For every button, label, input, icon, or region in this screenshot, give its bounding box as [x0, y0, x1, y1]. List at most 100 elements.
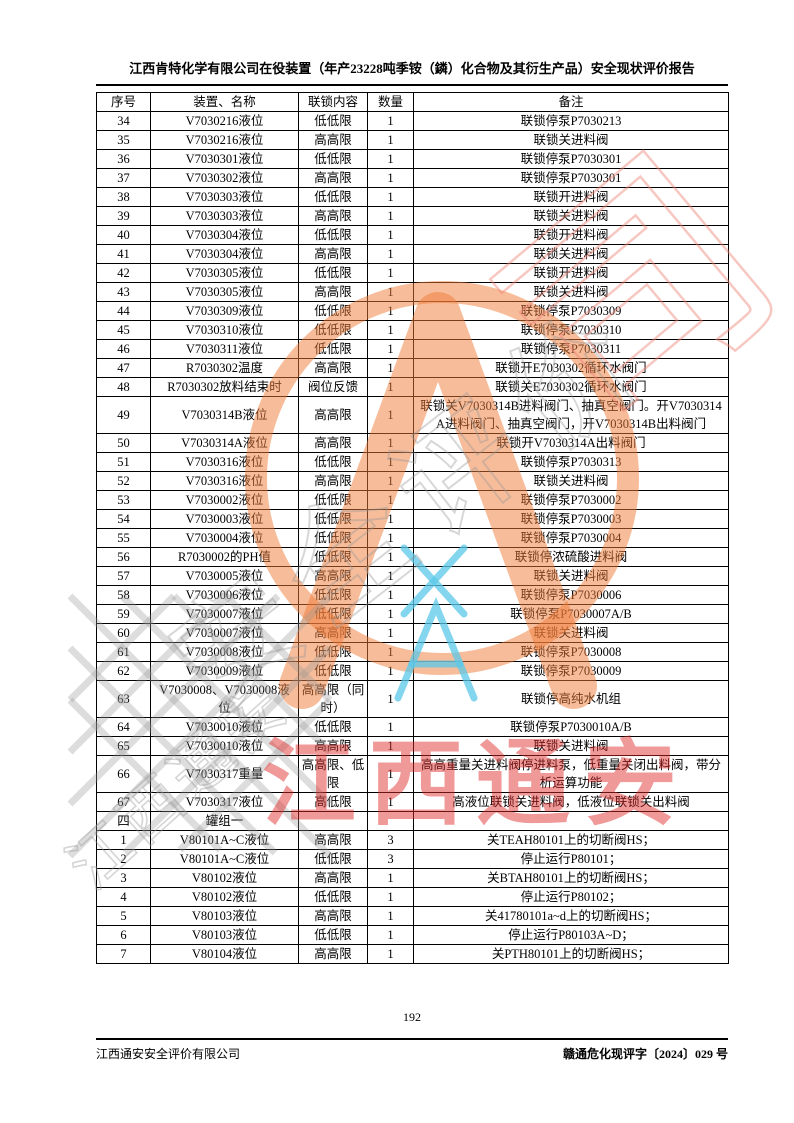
table-row: 64 V7030010液位 低低限 1 联锁停泵P7030010A/B [96, 717, 729, 737]
interlock-content: 低低限 [298, 452, 368, 472]
device-name: 罐组一 [150, 811, 299, 831]
table-row: 35 V7030216液位 高高限 1 联锁关进料阀 [96, 130, 729, 150]
remark: 联锁关V7030314B进料阀门、抽真空阀门。开V7030314A进料阀门、抽真… [413, 396, 729, 434]
device-name: V80103液位 [150, 906, 299, 926]
remark: 联锁停泵P7030311 [413, 339, 729, 359]
row-no: 43 [96, 282, 151, 302]
interlock-content: 低低限 [298, 149, 368, 169]
quantity: 1 [367, 944, 414, 964]
interlock-content [298, 811, 368, 831]
table-row: 52 V7030316液位 高高限 1 联锁关进料阀 [96, 471, 729, 491]
table-row: 57 V7030005液位 高高限 1 联锁关进料阀 [96, 566, 729, 586]
interlock-content: 高高限、低限 [298, 755, 368, 793]
interlock-content: 低低限 [298, 111, 368, 131]
remark: 联锁停泵P7030301 [413, 168, 729, 188]
quantity: 1 [367, 282, 414, 302]
remark: 联锁开进料阀 [413, 187, 729, 207]
quantity: 1 [367, 887, 414, 907]
row-no: 39 [96, 206, 151, 226]
table-row: 50 V7030314A液位 高高限 1 联锁开V7030314A出料阀门 [96, 433, 729, 453]
page-number: 192 [403, 1010, 421, 1024]
device-name: V7030305液位 [150, 282, 299, 302]
remark: 联锁关进料阀 [413, 130, 729, 150]
device-name: V7030304液位 [150, 244, 299, 264]
table-row: 39 V7030303液位 高高限 1 联锁关进料阀 [96, 206, 729, 226]
interlock-content: 高高限 [298, 906, 368, 926]
row-no: 64 [96, 717, 151, 737]
table-row: 37 V7030302液位 高高限 1 联锁停泵P7030301 [96, 168, 729, 188]
quantity: 1 [367, 244, 414, 264]
remark: 停止运行P80101； [413, 849, 729, 869]
device-name: V7030009液位 [150, 661, 299, 681]
quantity: 1 [367, 225, 414, 245]
quantity: 1 [367, 642, 414, 662]
remark: 停止运行P80103A~D； [413, 925, 729, 945]
row-no: 59 [96, 604, 151, 624]
row-no: 57 [96, 566, 151, 586]
row-no: 55 [96, 528, 151, 548]
table-row: 62 V7030009液位 低低限 1 联锁停泵P7030009 [96, 661, 729, 681]
row-no: 36 [96, 149, 151, 169]
table-body: 34 V7030216液位 低低限 1 联锁停泵P7030213 35 V7030216液位… [96, 111, 729, 964]
interlock-content: 低低限 [298, 339, 368, 359]
device-name: V7030216液位 [150, 111, 299, 131]
remark: 高液位联锁关进料阀，低液位联锁关出料阀 [413, 792, 729, 812]
row-no: 1 [96, 830, 151, 850]
row-no: 6 [96, 925, 151, 945]
quantity: 1 [367, 717, 414, 737]
remark: 联锁开V7030314A出料阀门 [413, 433, 729, 453]
device-name: V7030314A液位 [150, 433, 299, 453]
remark: 联锁开E7030302循环水阀门 [413, 358, 729, 378]
column-header: 备注 [413, 92, 729, 112]
remark: 联锁开进料阀 [413, 225, 729, 245]
table-row: 66 V7030317重量 高高限、低限 1 高高重量关进料阀停进料泵，低重量关闭出料阀… [96, 755, 729, 793]
row-no: 34 [96, 111, 151, 131]
quantity: 1 [367, 792, 414, 812]
table-row: 49 V7030314B液位 高高限 1 联锁关V7030314B进料阀门、抽真空阀门。… [96, 396, 729, 434]
table-row: 54 V7030003液位 低低限 1 联锁停泵P7030003 [96, 509, 729, 529]
device-name: V7030317重量 [150, 755, 299, 793]
remark: 联锁停浓硫酸进料阀 [413, 547, 729, 567]
row-no: 45 [96, 320, 151, 340]
table-row: 38 V7030303液位 低低限 1 联锁开进料阀 [96, 187, 729, 207]
table-row: 59 V7030007液位 低低限 1 联锁停泵P7030007A/B [96, 604, 729, 624]
interlock-content: 低低限 [298, 509, 368, 529]
device-name: R7030002的PH值 [150, 547, 299, 567]
table-row: 7 V80104液位 高高限 1 关PTH80101上的切断阀HS； [96, 944, 729, 964]
table-row: 55 V7030004液位 低低限 1 联锁停泵P7030004 [96, 528, 729, 548]
interlock-content: 高高限 [298, 282, 368, 302]
quantity: 1 [367, 585, 414, 605]
interlock-content: 高高限 [298, 130, 368, 150]
interlock-content: 高高限 [298, 168, 368, 188]
device-name: V7030010液位 [150, 717, 299, 737]
table-row: 6 V80103液位 低低限 1 停止运行P80103A~D； [96, 925, 729, 945]
remark: 联锁开进料阀 [413, 263, 729, 283]
remark: 联锁停泵P7030008 [413, 642, 729, 662]
table-row: 43 V7030305液位 高高限 1 联锁关进料阀 [96, 282, 729, 302]
remark: 联锁关进料阀 [413, 736, 729, 756]
quantity: 1 [367, 547, 414, 567]
row-no: 66 [96, 755, 151, 793]
table-row: 45 V7030310液位 低低限 1 联锁停泵P7030310 [96, 320, 729, 340]
remark: 联锁关进料阀 [413, 206, 729, 226]
interlock-content: 低低限 [298, 661, 368, 681]
row-no: 61 [96, 642, 151, 662]
row-no: 56 [96, 547, 151, 567]
remark: 联锁停泵P7030004 [413, 528, 729, 548]
interlock-content: 低低限 [298, 528, 368, 548]
column-header: 数量 [367, 92, 414, 112]
interlock-content: 高低限 [298, 792, 368, 812]
remark: 关BTAH80101上的切断阀HS； [413, 868, 729, 888]
device-name: V80104液位 [150, 944, 299, 964]
quantity: 1 [367, 509, 414, 529]
row-no: 42 [96, 263, 151, 283]
remark: 联锁关进料阀 [413, 623, 729, 643]
quantity: 1 [367, 263, 414, 283]
row-no: 5 [96, 906, 151, 926]
quantity: 1 [367, 433, 414, 453]
row-no: 37 [96, 168, 151, 188]
quantity: 1 [367, 377, 414, 397]
table-row: 四罐组一 [96, 811, 729, 831]
remark: 联锁关进料阀 [413, 566, 729, 586]
table-row: 67 V7030317液位 高低限 1 高液位联锁关进料阀，低液位联锁关出料阀 [96, 792, 729, 812]
